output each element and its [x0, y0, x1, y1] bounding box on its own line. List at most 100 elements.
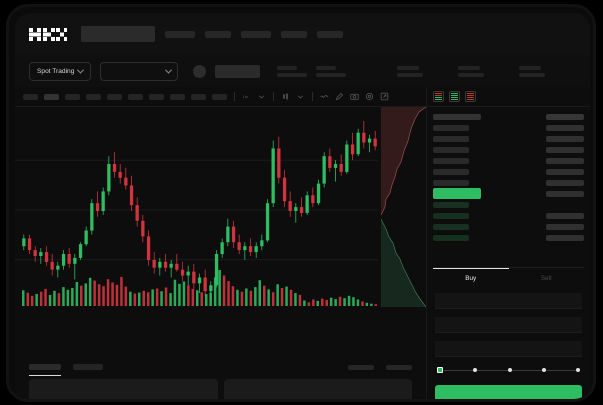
settings-gear-icon[interactable]	[365, 92, 374, 101]
nav-item-3[interactable]	[241, 30, 271, 38]
bottom-action-1[interactable]	[348, 364, 374, 370]
pair-select[interactable]	[100, 61, 179, 81]
order-amount-field[interactable]	[435, 317, 582, 333]
interval-chip-1[interactable]	[23, 93, 38, 100]
table-row[interactable]	[433, 155, 584, 166]
pair-name	[215, 64, 261, 78]
nav-item-5[interactable]	[317, 30, 343, 38]
interval-chip-3[interactable]	[65, 93, 80, 100]
table-row[interactable]	[433, 166, 584, 177]
interval-chip-9[interactable]	[191, 93, 206, 100]
tab-sell[interactable]: Sell	[540, 275, 552, 282]
order-total-field[interactable]	[435, 341, 582, 357]
order-price-field[interactable]	[435, 293, 582, 309]
table-row[interactable]	[433, 144, 584, 155]
nav-item-4[interactable]	[281, 30, 307, 38]
market-type-select[interactable]: Spot Trading	[29, 61, 92, 81]
tab-open-orders[interactable]	[29, 364, 61, 376]
tab-buy[interactable]: Buy	[433, 268, 509, 289]
bid-price	[433, 212, 469, 219]
bid-price	[433, 223, 469, 230]
price-candlestick-chart[interactable]	[15, 107, 426, 307]
nav-item-2[interactable]	[205, 30, 231, 38]
ask-amount	[546, 168, 584, 175]
amount-percent-slider[interactable]	[437, 365, 580, 375]
interval-chip-2[interactable]	[44, 93, 59, 100]
interval-chip-5[interactable]	[107, 93, 122, 100]
table-row[interactable]	[433, 232, 584, 243]
bottom-panels	[15, 379, 426, 399]
indicators-wave-icon[interactable]	[320, 92, 329, 101]
time-interval-icon[interactable]: 1m	[242, 92, 251, 101]
interval-chip-7[interactable]	[149, 93, 164, 100]
ask-price	[433, 157, 469, 164]
chevron-down-icon[interactable]	[296, 92, 305, 101]
slider-stop-1[interactable]	[473, 368, 478, 372]
right-sidebar: Buy Sell	[426, 87, 590, 399]
ask-amount	[546, 146, 584, 153]
slider-stop-3[interactable]	[541, 368, 546, 372]
bottom-action-2[interactable]	[386, 364, 412, 370]
device-frame: Spot Trading	[6, 4, 596, 402]
chevron-down-icon[interactable]	[257, 92, 266, 101]
ask-amount	[546, 157, 584, 164]
toolbar-divider	[273, 92, 274, 101]
orderbook-amount-header	[546, 113, 584, 120]
bid-amount	[546, 234, 584, 241]
orderbook-price-header	[433, 113, 481, 120]
table-row[interactable]	[433, 221, 584, 232]
camera-snapshot-icon[interactable]	[350, 92, 359, 101]
ask-amount	[546, 124, 584, 131]
stat-price-value	[277, 72, 308, 77]
tab-order-history[interactable]	[73, 364, 103, 370]
drawing-pencil-icon[interactable]	[335, 92, 344, 101]
chevron-down-icon	[77, 66, 85, 74]
table-row[interactable]	[433, 210, 584, 221]
ask-price	[433, 135, 469, 142]
nav-item-1[interactable]	[165, 30, 195, 38]
interval-chip-6[interactable]	[128, 93, 143, 100]
toolbar-divider	[312, 92, 313, 101]
chart-panel[interactable]	[15, 107, 426, 356]
bottom-panel-left[interactable]	[29, 379, 218, 399]
volume-bar-chart	[22, 270, 377, 306]
interval-chip-10[interactable]	[212, 93, 227, 100]
chevron-down-icon	[165, 66, 173, 74]
market-type-label: Spot Trading	[37, 67, 75, 75]
interval-chip-4[interactable]	[86, 93, 101, 100]
table-row[interactable]	[433, 199, 584, 210]
stat-volume-label	[519, 65, 542, 70]
fullscreen-icon[interactable]	[380, 92, 389, 101]
order-book	[427, 107, 590, 265]
search-input[interactable]	[81, 26, 155, 42]
buy-sell-tabs: Buy Sell	[433, 267, 584, 289]
orderbook-layout-asks-icon[interactable]	[465, 91, 476, 102]
ask-price	[433, 168, 469, 175]
pair-avatar	[193, 64, 207, 78]
stat-change	[316, 65, 347, 77]
top-nav	[15, 13, 590, 55]
orderbook-layout-both-icon[interactable]	[433, 91, 444, 102]
okx-logo-icon[interactable]	[29, 27, 67, 41]
table-row[interactable]	[433, 122, 584, 133]
chart-type-icon[interactable]	[281, 92, 290, 101]
ask-amount	[546, 179, 584, 186]
table-row[interactable]	[433, 133, 584, 144]
stat-low-label	[458, 65, 481, 70]
orderbook-layout-bids-icon[interactable]	[449, 91, 460, 102]
ask-amount	[546, 135, 584, 142]
slider-handle[interactable]	[437, 367, 443, 373]
stat-high-24h	[397, 65, 424, 77]
table-row[interactable]	[433, 177, 584, 188]
slider-stop-2[interactable]	[507, 368, 512, 372]
interval-chip-8[interactable]	[170, 93, 185, 100]
bid-price	[433, 201, 469, 208]
stat-change-label	[316, 65, 337, 70]
slider-stop-4[interactable]	[576, 368, 580, 372]
stat-price	[277, 65, 308, 77]
orderbook-header	[433, 111, 584, 122]
buy-submit-button[interactable]	[435, 385, 582, 399]
svg-text:1m: 1m	[243, 95, 248, 99]
bottom-panel-right[interactable]	[223, 379, 412, 399]
bottom-tabs	[15, 356, 426, 378]
